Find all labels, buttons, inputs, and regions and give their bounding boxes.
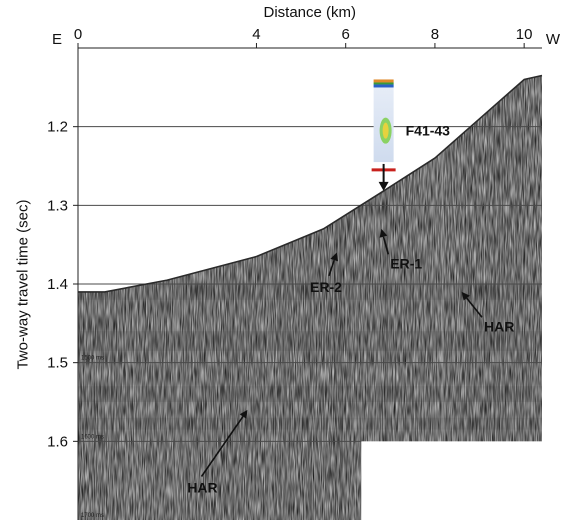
west-label: W (546, 31, 561, 48)
east-label: E (52, 31, 62, 48)
well-log-band (373, 84, 394, 88)
annotation-arrow (200, 415, 244, 477)
well-log-anomaly-core (382, 122, 389, 139)
annotation-arrow (466, 297, 483, 318)
annotation-arrowhead (461, 291, 470, 301)
inset-time-label: 1700 ms (81, 513, 104, 519)
y-tick-label: 1.6 (47, 433, 68, 450)
annotation-arrow (328, 259, 335, 277)
annotation-label: HAR (187, 480, 217, 496)
inset-time-label: 1500 ms (81, 356, 104, 362)
x-tick-label: 10 (516, 26, 533, 43)
x-tick-label: 8 (431, 26, 439, 43)
y-tick-label: 1.3 (47, 197, 68, 214)
x-tick-label: 6 (342, 26, 350, 43)
grid-lines (78, 126, 542, 442)
inset-time-label: 1600 ms (81, 434, 104, 440)
no-data-region (361, 441, 562, 527)
x-axis-title: Distance (km) (263, 4, 357, 21)
annotation-arrowhead (239, 409, 248, 419)
annotation-arrowhead (379, 228, 388, 238)
x-tick-label: 4 (252, 26, 260, 43)
annotation-label: HAR (484, 318, 514, 334)
annotation-label: ER-2 (310, 279, 342, 295)
x-tick-label: 0 (74, 26, 82, 43)
seafloor-reflector (78, 74, 543, 293)
well-marker-arrowhead (378, 181, 389, 191)
y-tick-label: 1.5 (47, 355, 68, 372)
y-axis-title: Two-way travel time (sec) (14, 198, 32, 370)
y-tick-label: 1.2 (47, 119, 68, 136)
y-tick-label: 1.4 (47, 276, 68, 293)
annotation-arrow (382, 236, 390, 255)
well-log-top-band (373, 79, 394, 83)
annotation-label: ER-1 (390, 255, 422, 271)
well-label: F41-43 (406, 123, 451, 139)
well-log-band (373, 82, 394, 85)
annotation-arrowhead (330, 252, 338, 262)
